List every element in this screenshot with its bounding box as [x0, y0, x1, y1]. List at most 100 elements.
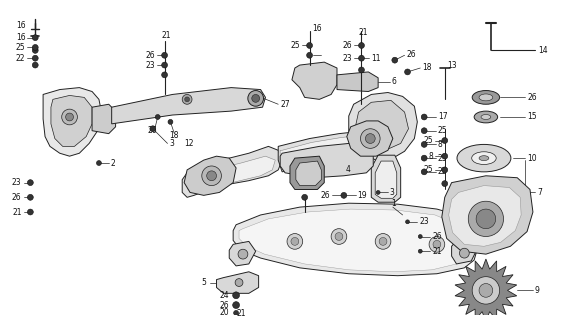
Circle shape	[32, 55, 38, 61]
Circle shape	[421, 155, 427, 161]
Text: 8: 8	[428, 152, 433, 161]
Circle shape	[234, 310, 238, 316]
Circle shape	[28, 194, 33, 200]
Circle shape	[469, 201, 504, 236]
Circle shape	[306, 52, 313, 58]
Polygon shape	[349, 92, 417, 161]
Polygon shape	[371, 155, 400, 202]
Text: 26: 26	[12, 193, 21, 202]
Text: 26: 26	[527, 93, 537, 102]
Circle shape	[185, 97, 190, 102]
Circle shape	[358, 67, 365, 73]
Text: 12: 12	[184, 139, 194, 148]
Text: 16: 16	[16, 21, 25, 30]
Circle shape	[418, 249, 422, 253]
Circle shape	[476, 209, 496, 229]
Text: 25: 25	[290, 41, 300, 50]
Ellipse shape	[457, 144, 511, 172]
Text: 16: 16	[313, 24, 322, 33]
Text: 13: 13	[447, 60, 456, 69]
Polygon shape	[280, 135, 372, 170]
Circle shape	[429, 236, 445, 252]
Circle shape	[404, 69, 410, 75]
Text: 17: 17	[438, 113, 448, 122]
Circle shape	[291, 237, 299, 245]
Polygon shape	[184, 156, 236, 196]
Circle shape	[442, 153, 448, 159]
Circle shape	[442, 138, 448, 143]
Circle shape	[207, 171, 216, 181]
Circle shape	[433, 240, 441, 248]
Circle shape	[162, 62, 167, 68]
Text: 25: 25	[424, 165, 433, 174]
Polygon shape	[278, 131, 376, 172]
Text: 26: 26	[407, 50, 416, 59]
Circle shape	[306, 43, 313, 48]
Polygon shape	[280, 143, 373, 178]
Circle shape	[421, 128, 427, 134]
Text: 16: 16	[16, 33, 25, 42]
Circle shape	[252, 94, 260, 102]
Circle shape	[32, 47, 38, 53]
Polygon shape	[216, 272, 258, 293]
Text: 21: 21	[236, 309, 246, 318]
Circle shape	[376, 190, 380, 194]
Text: 15: 15	[527, 113, 537, 122]
Text: 23: 23	[419, 217, 429, 226]
Circle shape	[421, 114, 427, 120]
Circle shape	[287, 234, 303, 249]
Text: 21: 21	[432, 247, 441, 256]
Text: 21: 21	[162, 31, 171, 40]
Ellipse shape	[479, 94, 493, 101]
Circle shape	[202, 166, 222, 186]
Text: 14: 14	[538, 46, 548, 55]
Text: 26: 26	[342, 41, 352, 50]
Text: 10: 10	[527, 154, 537, 163]
Ellipse shape	[472, 91, 500, 104]
Circle shape	[459, 248, 469, 258]
Circle shape	[341, 192, 347, 198]
Polygon shape	[375, 161, 397, 198]
Polygon shape	[452, 240, 476, 264]
Text: 11: 11	[371, 54, 381, 63]
Polygon shape	[292, 62, 337, 99]
Text: 23: 23	[342, 54, 352, 63]
Text: 2: 2	[111, 158, 115, 168]
Polygon shape	[92, 104, 115, 134]
Text: 27: 27	[280, 100, 290, 109]
Text: 7: 7	[537, 188, 542, 197]
Text: 26: 26	[220, 300, 229, 309]
Circle shape	[406, 220, 410, 224]
Text: 26: 26	[148, 126, 158, 135]
Polygon shape	[442, 176, 533, 254]
Text: 1: 1	[391, 199, 396, 208]
Circle shape	[358, 43, 365, 48]
Polygon shape	[233, 203, 478, 276]
Polygon shape	[51, 95, 92, 146]
Text: 19: 19	[358, 191, 367, 200]
Text: 25: 25	[438, 154, 448, 163]
Circle shape	[248, 91, 264, 106]
Circle shape	[233, 302, 239, 308]
Circle shape	[472, 277, 500, 304]
Text: 23: 23	[145, 60, 155, 69]
Ellipse shape	[474, 111, 497, 123]
Circle shape	[66, 113, 73, 121]
Circle shape	[162, 52, 167, 58]
Polygon shape	[43, 88, 102, 156]
Text: 22: 22	[16, 54, 25, 63]
Circle shape	[96, 161, 102, 165]
Circle shape	[375, 234, 391, 249]
Text: 26: 26	[432, 232, 441, 241]
Circle shape	[421, 169, 427, 175]
Polygon shape	[347, 121, 393, 156]
Text: 23: 23	[12, 178, 21, 187]
Text: 18: 18	[422, 62, 432, 72]
Polygon shape	[290, 156, 324, 189]
Circle shape	[358, 55, 365, 61]
Text: 26: 26	[145, 51, 155, 60]
Circle shape	[235, 279, 243, 286]
Circle shape	[32, 35, 38, 41]
Text: 6: 6	[392, 77, 397, 86]
Text: 3: 3	[390, 188, 395, 197]
